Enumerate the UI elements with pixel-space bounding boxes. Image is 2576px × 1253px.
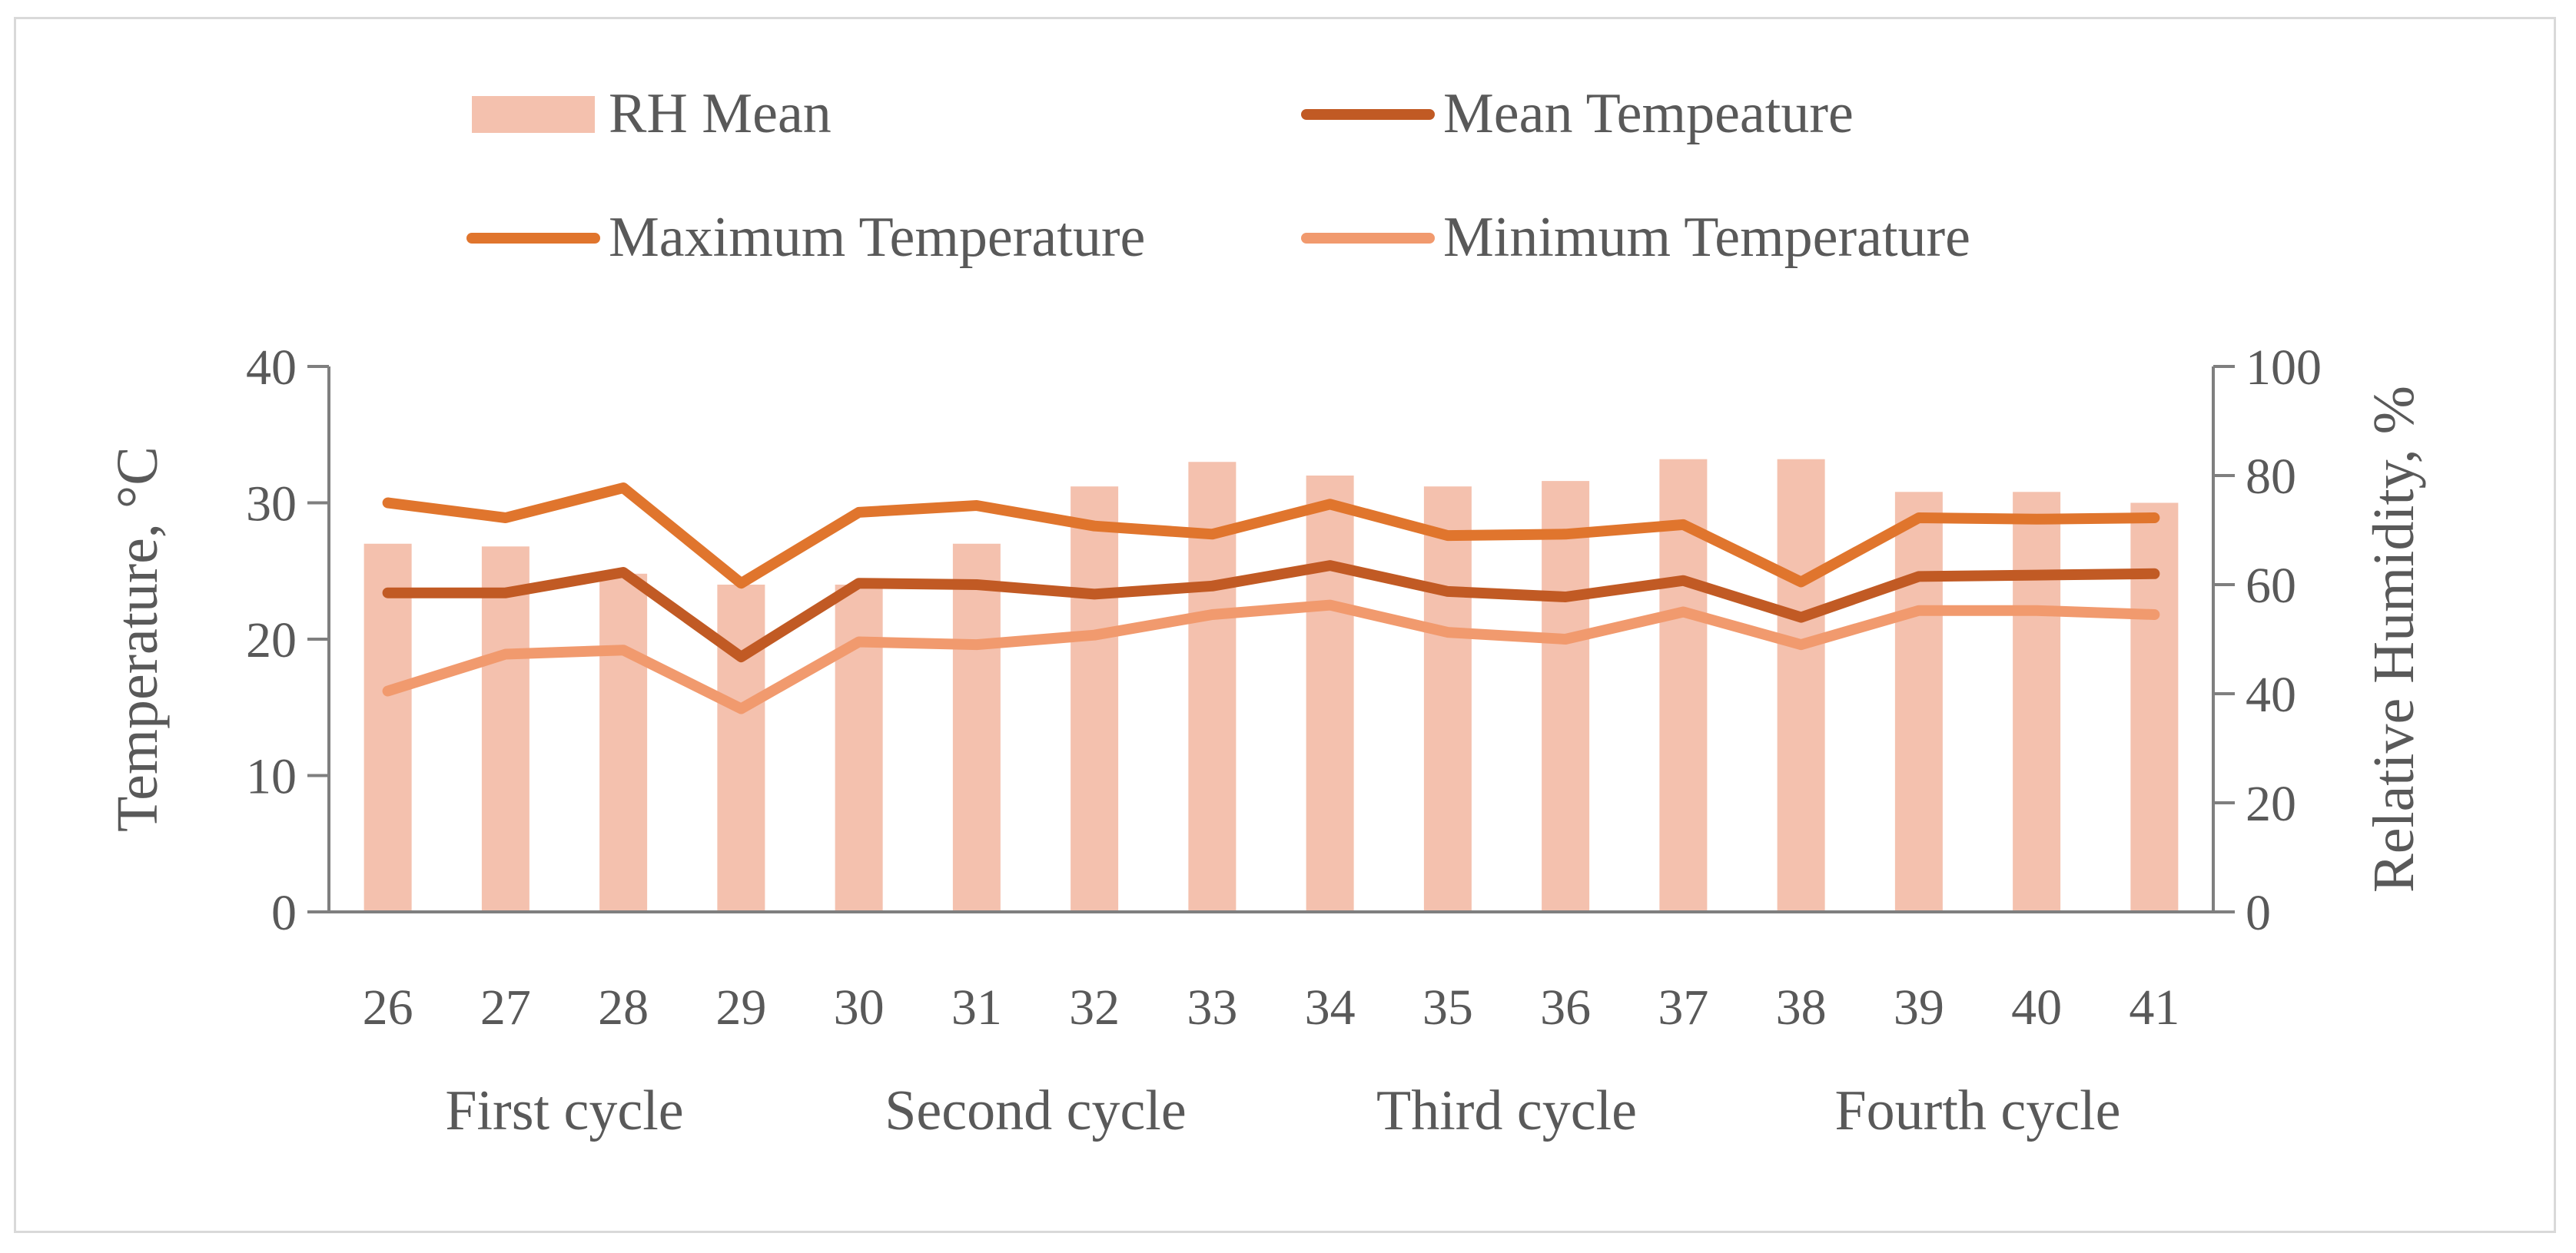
- left-tick-label-20: 20: [246, 612, 297, 668]
- x-tick-label-33: 33: [1187, 980, 1237, 1036]
- x-tick-label-41: 41: [2129, 980, 2179, 1036]
- bar-rh-mean-35: [1423, 486, 1472, 912]
- bar-rh-mean-40: [2013, 492, 2061, 912]
- x-tick-label-27: 27: [480, 980, 531, 1036]
- bar-rh-mean-26: [363, 543, 412, 912]
- right-y-ticks: 0 20 40 60 80 100: [2213, 340, 2322, 941]
- x-tick-label-40: 40: [2011, 980, 2062, 1036]
- right-tick-label-20: 20: [2246, 776, 2296, 832]
- x-tick-label-29: 29: [715, 980, 766, 1036]
- bar-rh-mean-34: [1306, 476, 1354, 912]
- x-tick-label-26: 26: [363, 980, 413, 1036]
- group-label-fourth-cycle: Fourth cycle: [1835, 1079, 2121, 1142]
- right-tick-label-100: 100: [2246, 340, 2322, 396]
- bar-rh-mean-27: [481, 546, 529, 912]
- right-y-axis-title: Relative Humidity, %: [2362, 386, 2426, 893]
- temperature-lines-layer: [382, 482, 2160, 714]
- x-tick-label-38: 38: [1776, 980, 1827, 1036]
- line-mean-tempeature: [382, 560, 2160, 663]
- legend-label-max-temp: Maximum Temperature: [609, 206, 1145, 269]
- left-y-ticks: 0 10 20 30 40: [246, 340, 329, 941]
- bar-rh-mean-39: [1894, 492, 1943, 912]
- x-tick-label-31: 31: [951, 980, 1002, 1036]
- line-minimum-temperature: [382, 599, 2160, 714]
- x-tick-label-36: 36: [1540, 980, 1591, 1036]
- group-label-second-cycle: Second cycle: [885, 1079, 1186, 1142]
- x-tick-label-28: 28: [598, 980, 649, 1036]
- group-label-first-cycle: First cycle: [445, 1079, 683, 1142]
- bar-rh-mean-38: [1777, 459, 1825, 912]
- x-tick-labels: 26 27 28 29 30 31 32 33 34 35 36 37 38 39 40 41: [363, 980, 2180, 1036]
- bar-rh-mean-41: [2130, 502, 2179, 912]
- left-tick-label-10: 10: [246, 749, 297, 805]
- bar-rh-mean-31: [952, 543, 1001, 912]
- legend-label-mean-temp: Mean Tempeature: [1443, 82, 1854, 145]
- bar-rh-mean-32: [1071, 486, 1119, 912]
- right-tick-label-0: 0: [2246, 885, 2271, 941]
- left-tick-label-40: 40: [246, 340, 297, 396]
- right-tick-label-60: 60: [2246, 558, 2296, 614]
- left-tick-label-30: 30: [246, 476, 297, 532]
- right-tick-label-80: 80: [2246, 449, 2296, 505]
- left-y-axis-title: Temperature, °C: [105, 446, 170, 832]
- x-tick-label-32: 32: [1069, 980, 1120, 1036]
- right-tick-label-40: 40: [2246, 667, 2296, 723]
- legend-label-min-temp: Minimum Temperature: [1443, 206, 1970, 269]
- bar-rh-mean-28: [599, 573, 648, 912]
- cycle-group-labels: First cycle Second cycle Third cycle Fourth…: [445, 1079, 2120, 1142]
- bar-rh-mean-36: [1542, 481, 1590, 912]
- legend-swatch-rh-mean: [472, 96, 595, 133]
- x-tick-label-34: 34: [1305, 980, 1356, 1036]
- x-tick-label-37: 37: [1658, 980, 1708, 1036]
- left-tick-label-0: 0: [271, 885, 297, 941]
- rh-bars-layer: [363, 459, 2179, 912]
- x-tick-label-39: 39: [1894, 980, 1944, 1036]
- group-label-third-cycle: Third cycle: [1376, 1079, 1637, 1142]
- x-tick-label-35: 35: [1422, 980, 1473, 1036]
- legend: RH Mean Mean Tempeature Maximum Temperat…: [466, 82, 1970, 269]
- legend-label-rh-mean: RH Mean: [609, 82, 832, 145]
- x-tick-label-30: 30: [834, 980, 885, 1036]
- bar-rh-mean-29: [717, 585, 765, 912]
- bar-rh-mean-30: [835, 585, 883, 912]
- line-maximum-temperature: [382, 482, 2160, 589]
